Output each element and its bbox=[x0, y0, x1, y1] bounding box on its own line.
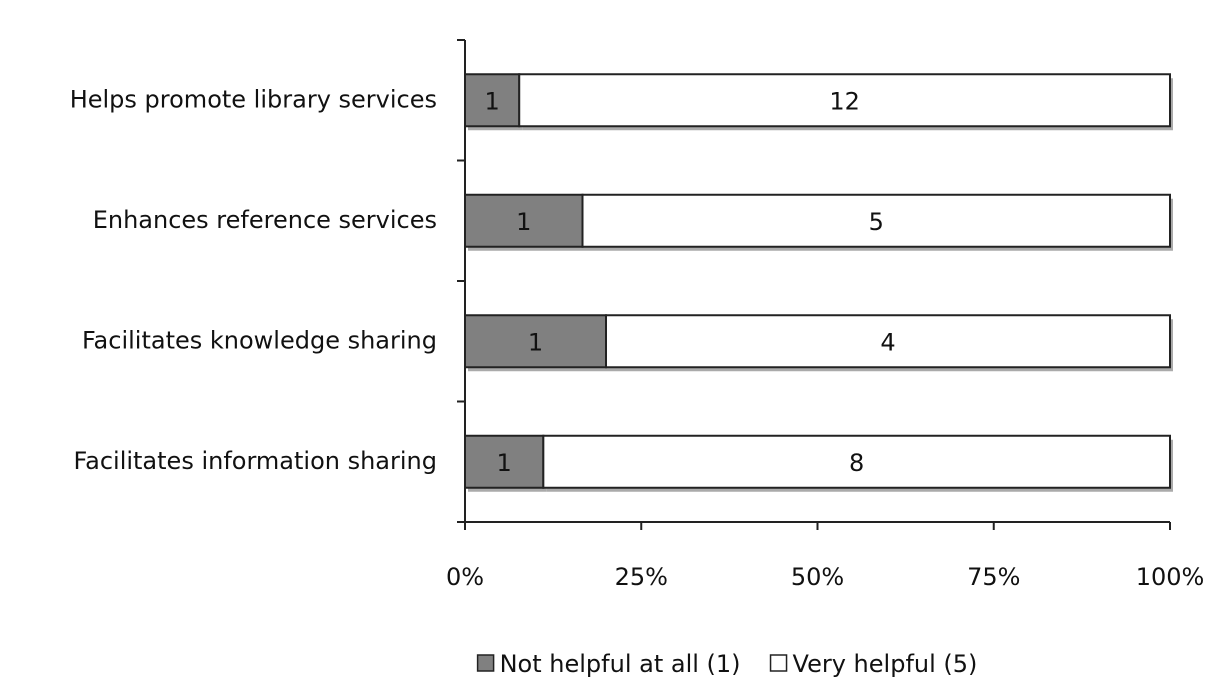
data-label: 1 bbox=[528, 328, 543, 356]
legend-label: Not helpful at all (1) bbox=[500, 650, 741, 678]
bar-segment bbox=[464, 434, 545, 489]
y-tick-label: Enhances reference services bbox=[93, 206, 437, 234]
legend-swatch bbox=[769, 654, 788, 672]
data-label: 1 bbox=[516, 208, 531, 236]
legend-label: Very helpful (5) bbox=[793, 650, 978, 678]
x-tick-label: 75% bbox=[967, 563, 1020, 591]
data-label: 5 bbox=[869, 208, 884, 236]
legend: Not helpful at all (1) Very helpful (5) bbox=[476, 650, 978, 678]
bar-segment bbox=[581, 193, 1171, 248]
y-tick-label: Facilitates information sharing bbox=[74, 447, 437, 475]
bar-segment bbox=[464, 73, 521, 128]
data-label: 12 bbox=[829, 87, 860, 115]
bar-segment bbox=[542, 434, 1171, 489]
data-label: 1 bbox=[484, 87, 499, 115]
x-tick-label: 100% bbox=[1136, 563, 1205, 591]
bar-segment bbox=[464, 193, 584, 248]
y-tick-label: Helps promote library services bbox=[70, 85, 437, 113]
bar-segment bbox=[518, 73, 1171, 128]
y-tick-label: Facilitates knowledge sharing bbox=[82, 326, 437, 354]
bar-segment bbox=[605, 314, 1171, 369]
bar-segment bbox=[464, 314, 607, 369]
x-tick-label: 0% bbox=[446, 563, 484, 591]
data-label: 8 bbox=[849, 449, 864, 477]
data-label: 4 bbox=[880, 328, 895, 356]
data-label: 1 bbox=[497, 449, 512, 477]
x-tick-label: 25% bbox=[615, 563, 668, 591]
x-tick-label: 50% bbox=[791, 563, 844, 591]
legend-swatch bbox=[476, 654, 495, 672]
